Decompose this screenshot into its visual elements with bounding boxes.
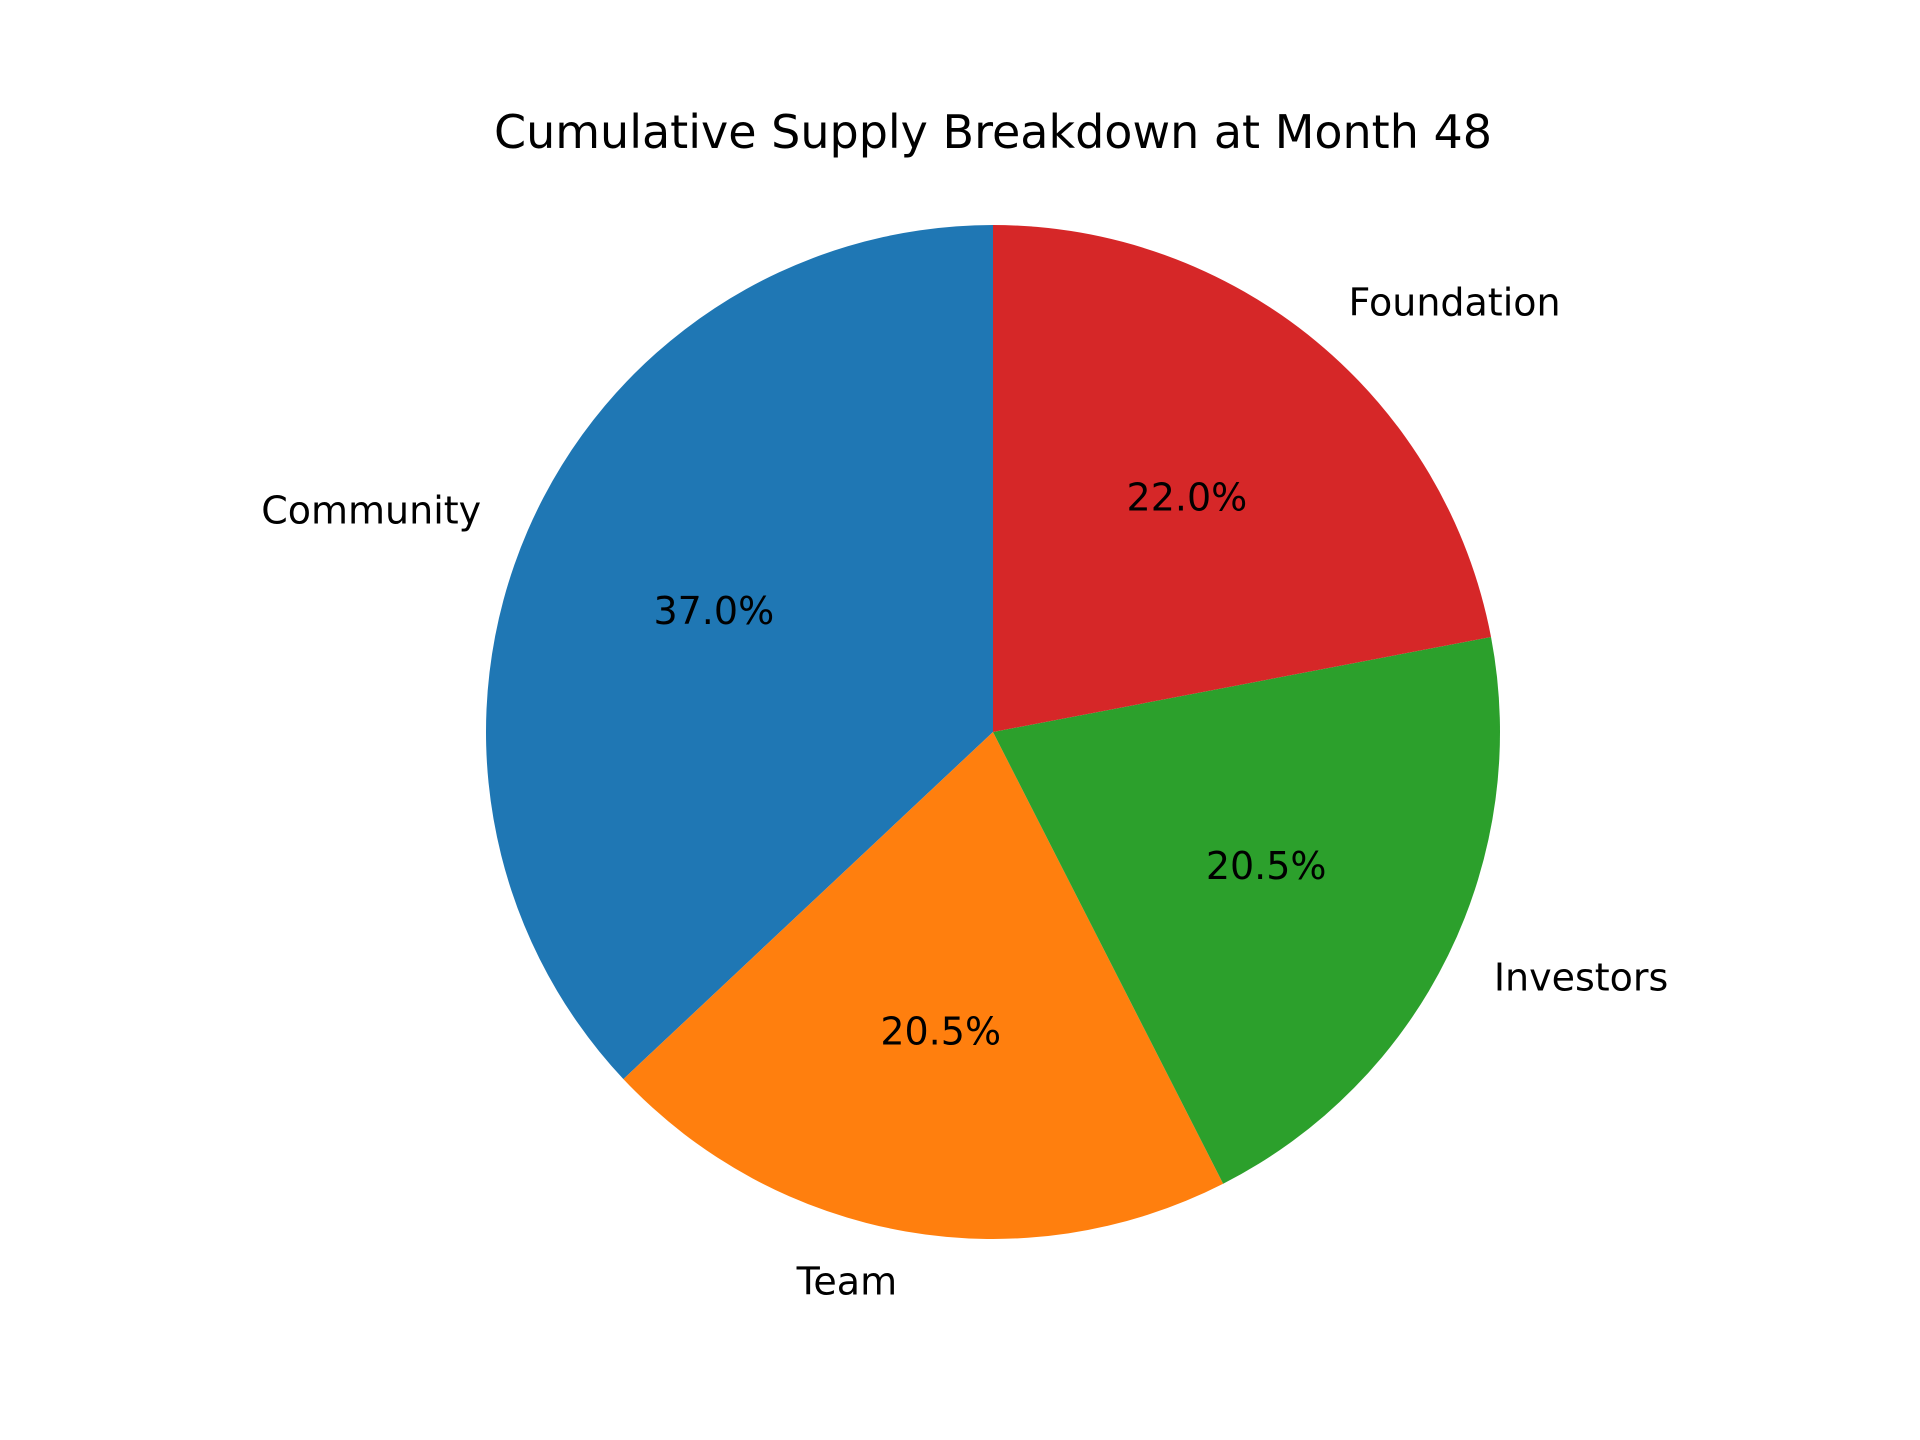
pie-slice-community: [485, 225, 993, 1080]
slice-label-investors: Investors: [1494, 955, 1669, 999]
slice-percent-investors: 20.5%: [1206, 844, 1327, 888]
slice-percent-foundation: 22.0%: [1127, 476, 1248, 520]
slice-label-team: Team: [796, 1259, 897, 1303]
chart-title: Cumulative Supply Breakdown at Month 48: [494, 105, 1492, 159]
slice-label-community: Community: [261, 489, 481, 533]
pie-slice-team: [623, 732, 1224, 1240]
slice-percent-team: 20.5%: [880, 1010, 1001, 1054]
pie-slice-investors: [993, 636, 1500, 1184]
slice-percent-community: 37.0%: [653, 589, 774, 633]
pie-slice-foundation: [993, 225, 1492, 732]
slice-label-foundation: Foundation: [1348, 280, 1560, 324]
pie-slices: [485, 225, 1500, 1240]
pie-labels: Community 37.0% Team 20.5% Investors 20.5% Fou…: [261, 280, 1668, 1303]
